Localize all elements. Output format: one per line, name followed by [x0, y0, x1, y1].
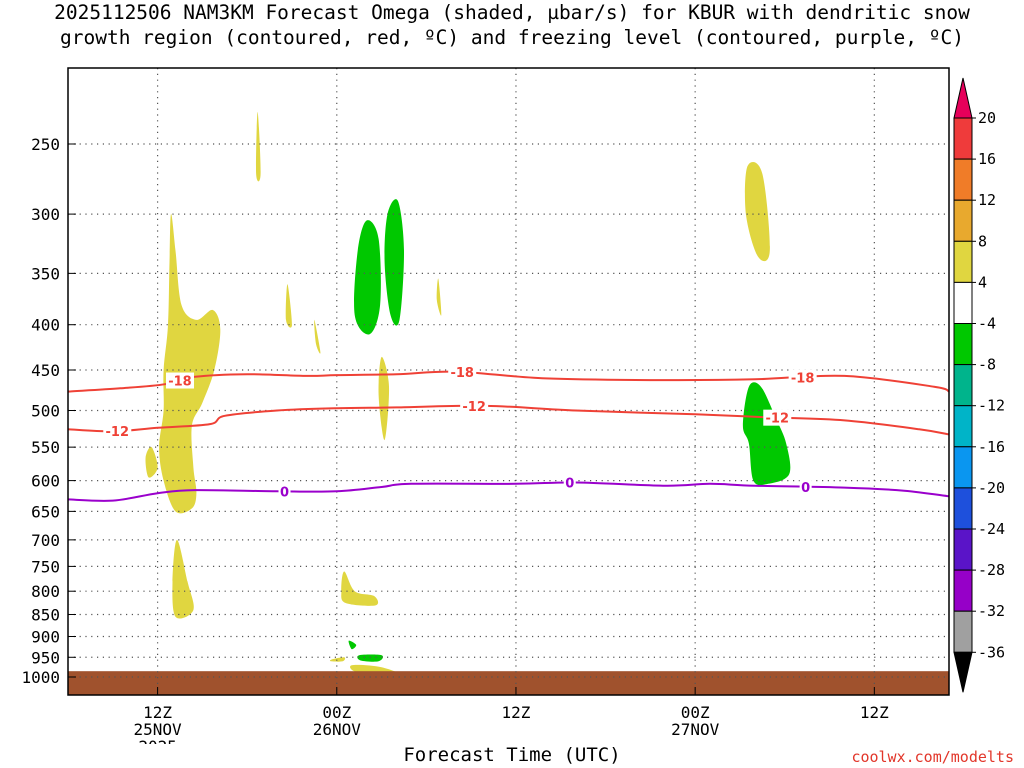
contour-label: -12 — [766, 412, 790, 427]
omega-region — [378, 356, 390, 441]
colorbar-box — [953, 158, 973, 201]
x-tick-label: 12Z — [143, 703, 172, 722]
y-tick-label: 700 — [31, 531, 60, 550]
contour-label-bg — [799, 478, 812, 495]
omega-region — [145, 446, 158, 478]
colorbar-box — [953, 446, 973, 489]
y-tick-label: 350 — [31, 264, 60, 283]
omega-region — [329, 657, 346, 662]
x-tick-label: 27NOV — [671, 720, 720, 739]
contour-label-bg — [448, 364, 477, 381]
ground-terrain — [68, 671, 949, 695]
omega-region — [354, 220, 381, 335]
colorbar-box — [953, 281, 973, 324]
plot-frame — [67, 67, 950, 696]
colorbar-box — [953, 199, 973, 242]
x-tick-label: 26NOV — [313, 720, 362, 739]
y-tick-label: 850 — [31, 606, 60, 625]
x-tick-label: 2025 — [138, 737, 177, 744]
colorbar-box — [953, 323, 973, 366]
omega-region — [348, 640, 357, 650]
contour-label-bg — [278, 483, 291, 500]
contour-label: -12 — [462, 400, 486, 415]
colorbar-box — [953, 487, 973, 530]
x-tick-label: 12Z — [502, 703, 531, 722]
colorbar-box — [953, 405, 973, 448]
colorbar-box — [953, 117, 973, 160]
colorbar-label: -16 — [978, 438, 1005, 456]
contour-label-bg — [165, 372, 194, 389]
omega-region — [744, 161, 770, 262]
omega-region — [357, 654, 384, 662]
chart-svg: -18 -18 -18 -12 -12 -12 0 0 0 250 300 350 400 450 500… — [21, 67, 1005, 744]
colorbar-label: -32 — [978, 602, 1005, 620]
y-tick-label: 1000 — [21, 668, 60, 687]
y-tick-label: 550 — [31, 438, 60, 457]
x-tick-label: 00Z — [681, 703, 710, 722]
colorbar-box — [953, 528, 973, 571]
omega-region — [436, 278, 442, 316]
colorbar-extend-top — [953, 77, 973, 119]
colorbar-box — [953, 240, 973, 283]
colorbar-label: -28 — [978, 561, 1005, 579]
x-tick-label: 00Z — [322, 703, 351, 722]
contour-label-bg — [563, 474, 576, 491]
chart-title: 2025112506 NAM3KM Forecast Omega (shaded… — [0, 0, 1024, 50]
colorbar-label: 20 — [978, 109, 996, 127]
y-tick-label: 950 — [31, 648, 60, 667]
y-tick-label: 250 — [31, 135, 60, 154]
omega-region — [341, 571, 379, 606]
colorbar-label: 16 — [978, 150, 996, 168]
x-axis-label: Forecast Time (UTC) — [403, 744, 621, 766]
y-tick-label: 300 — [31, 205, 60, 224]
contour-line — [68, 481, 949, 502]
title-line-2: growth region (contoured, red, ºC) and f… — [60, 26, 964, 49]
contour-label: 0 — [565, 477, 574, 492]
contour-label-bg — [763, 409, 792, 426]
colorbar-label: 4 — [978, 273, 987, 291]
omega-region — [159, 213, 221, 514]
contour-label: 0 — [280, 485, 289, 500]
colorbar-label: 8 — [978, 232, 987, 250]
x-tick-label: 25NOV — [134, 720, 183, 739]
y-tick-label: 400 — [31, 316, 60, 335]
credit-link[interactable]: coolwx.com/modelts — [851, 748, 1014, 766]
colorbar-label: -20 — [978, 479, 1005, 497]
contour-label-bg — [460, 398, 489, 415]
contour-label: -18 — [791, 371, 815, 386]
colorbar-box — [953, 569, 973, 612]
contour-label: -12 — [106, 425, 130, 440]
colorbar-box — [953, 364, 973, 407]
contour-label-bg — [103, 423, 132, 440]
x-tick-label: 12Z — [860, 703, 889, 722]
y-tick-label: 800 — [31, 582, 60, 601]
omega-region — [314, 319, 321, 354]
y-tick-label: 500 — [31, 402, 60, 421]
colorbar-label: 12 — [978, 191, 996, 209]
contour-label: 0 — [801, 481, 810, 496]
colorbar-label: -8 — [978, 356, 996, 374]
colorbar-label: -12 — [978, 397, 1005, 415]
colorbar-box — [953, 610, 973, 653]
colorbar-label: -36 — [978, 643, 1005, 661]
colorbar-label: -4 — [978, 315, 996, 333]
y-tick-label: 650 — [31, 502, 60, 521]
contour-label-bg — [788, 369, 817, 386]
omega-region — [285, 284, 293, 328]
y-tick-label: 600 — [31, 472, 60, 491]
y-tick-label: 450 — [31, 361, 60, 380]
title-line-1: 2025112506 NAM3KM Forecast Omega (shaded… — [54, 1, 970, 24]
omega-region — [742, 382, 791, 486]
contour-label: -18 — [450, 366, 474, 381]
omega-region — [172, 539, 194, 619]
colorbar-label: -24 — [978, 520, 1005, 538]
y-tick-label: 750 — [31, 557, 60, 576]
omega-region — [384, 199, 405, 326]
y-tick-label: 900 — [31, 627, 60, 646]
contour-line — [68, 404, 949, 436]
colorbar-extend-bottom — [953, 651, 973, 693]
omega-region — [255, 111, 261, 182]
contour-label: -18 — [168, 375, 192, 390]
